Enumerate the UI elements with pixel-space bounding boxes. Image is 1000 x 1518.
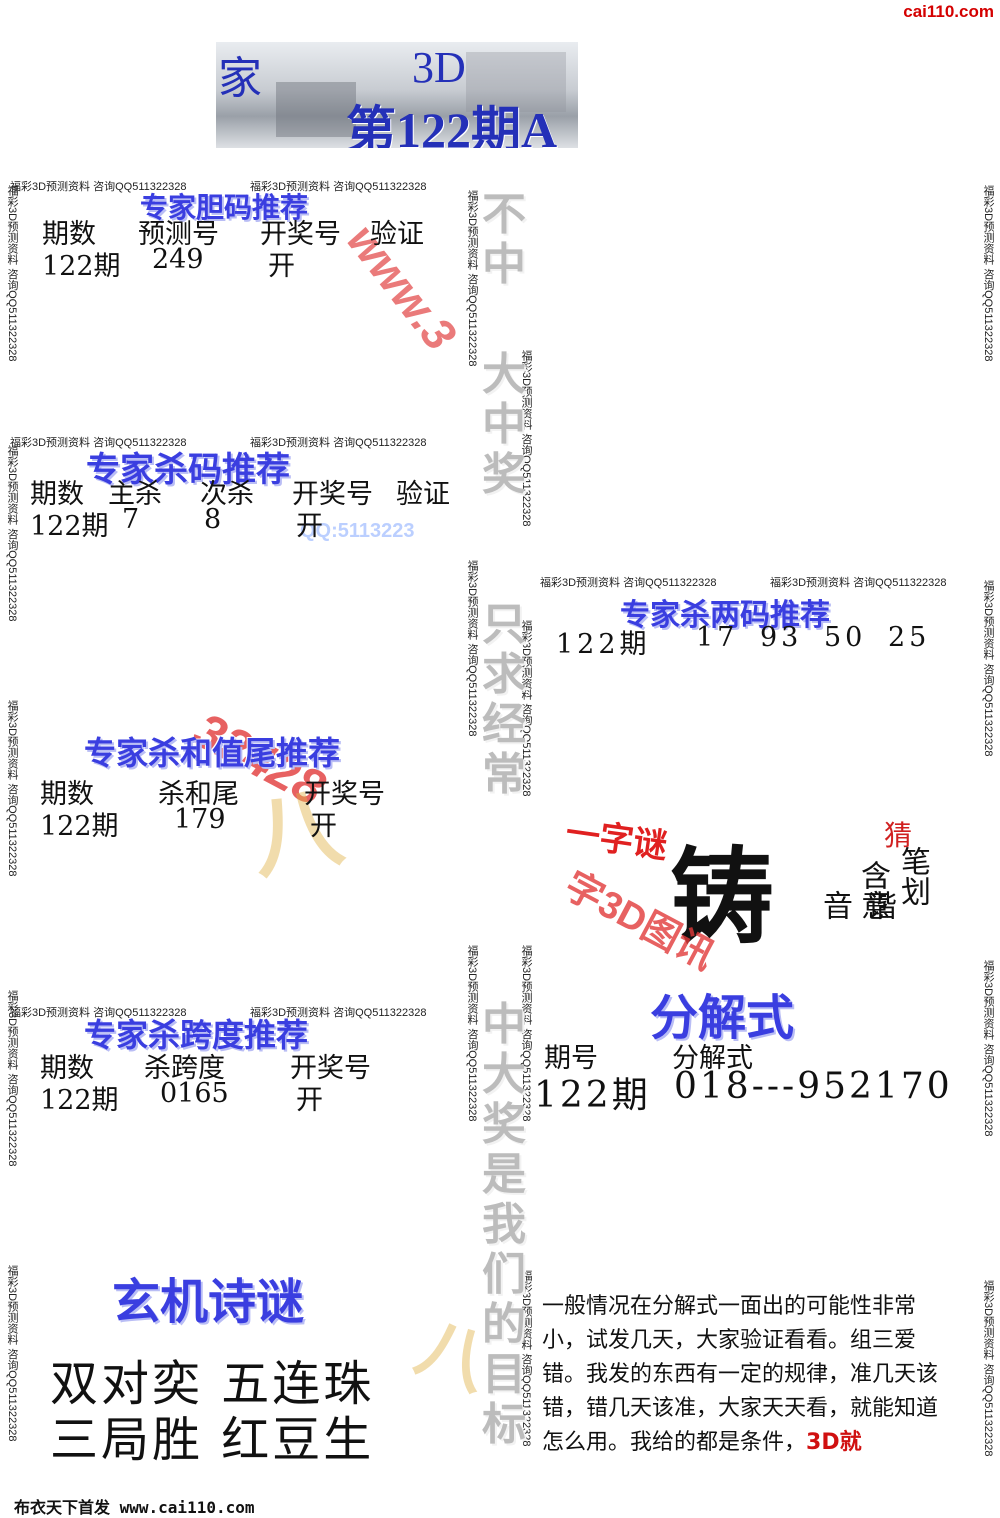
border-strip-left: 福彩3D预测资料 咨询QQ511322328 [6, 990, 18, 1167]
table-header-cell: 验证 [396, 479, 450, 510]
border-strip-left: 福彩3D预测资料 咨询QQ511322328 [6, 700, 18, 877]
table-cell: 开 [296, 511, 323, 542]
table-header-cell: 期数 [30, 479, 84, 510]
border-strip-middle: 福彩3D预测资料 咨询QQ511322328 [466, 945, 478, 1122]
border-strip-middle: 福彩3D预测资料 咨询QQ511322328 [520, 620, 532, 797]
table-header-cell: 分解式 [672, 1043, 753, 1074]
border-strip-middle: 福彩3D预测资料 咨询QQ511322328 [466, 560, 478, 737]
header-banner: 家 3D 第122期A版 [216, 42, 578, 148]
border-strip-top: 福彩3D预测资料 咨询QQ511322328 [250, 437, 427, 449]
riddle-hint-meaning: 含意 [855, 860, 890, 920]
table-header-cell: 次杀 [200, 479, 254, 510]
border-strip-middle: 福彩3D预测资料 咨询QQ511322328 [466, 190, 478, 367]
border-strip-right: 福彩3D预测资料 咨询QQ511322328 [982, 580, 994, 757]
table-cell: 开 [310, 811, 337, 842]
watermark-qq: QQ:5113223 [300, 520, 415, 542]
section-title-kill-two: 专家杀两码推荐 [620, 598, 830, 633]
border-strip-left: 福彩3D预测资料 咨询QQ511322328 [6, 1265, 18, 1442]
table-header-cell: 开奖号 [290, 1053, 371, 1084]
table-header-cell: 验证 [370, 219, 424, 250]
poem-line: 双对奕 五连珠 [50, 1356, 375, 1412]
border-strip-top: 福彩3D预测资料 咨询QQ511322328 [10, 437, 187, 449]
table-cell: 249 [152, 244, 204, 275]
border-strip-left: 福彩3D预测资料 咨询QQ511322328 [6, 185, 18, 362]
table-cell: 开 [296, 1085, 323, 1116]
banner-photo-shape [276, 82, 356, 137]
table-header-cell: 预测号 [138, 219, 219, 250]
table-header-cell: 期数 [42, 219, 96, 250]
table-header-cell: 期号 [544, 1043, 598, 1074]
table-cell: 8 [204, 504, 222, 535]
table-cell: 开 [268, 251, 295, 282]
table-header-cell: 杀和尾 [158, 779, 239, 810]
banner-product: 3D [412, 43, 466, 92]
kill-two-issue: 122期 [556, 629, 651, 660]
site-logo[interactable]: cai110.com [903, 2, 994, 21]
slogan-part: 不中 [482, 189, 526, 290]
section-title-decomposition: 分解式 [650, 990, 795, 1046]
border-strip-right: 福彩3D预测资料 咨询QQ511322328 [982, 960, 994, 1137]
table-header-cell: 期数 [40, 779, 94, 810]
note-text: 一般情况在分解式一面出的可能性非常小，试发几天，大家验证看看。组三爱错。我发的东… [542, 1290, 952, 1460]
table-header-cell: 主杀 [108, 479, 162, 510]
riddle-hint-homophone: 谐音 [817, 890, 896, 920]
slogan-part: 大中奖 [482, 349, 526, 500]
note-body: 一般情况在分解式一面出的可能性非常小，试发几天，大家验证看看。组三爱错。我发的东… [542, 1294, 939, 1455]
border-strip-top: 福彩3D预测资料 咨询QQ511322328 [250, 181, 427, 193]
table-header-cell: 杀跨度 [144, 1053, 225, 1084]
section-title-kill-sum: 专家杀和值尾推荐 [84, 734, 341, 772]
decomposition-value: 018---952170 [674, 1066, 953, 1107]
poem-line: 三局胜 红豆生 [50, 1412, 375, 1468]
border-strip-top: 福彩3D预测资料 咨询QQ511322328 [10, 181, 187, 193]
slogan-part: 只求经常 [482, 599, 526, 800]
border-strip-right: 福彩3D预测资料 咨询QQ511322328 [982, 1280, 994, 1457]
border-strip-right: 福彩3D预测资料 咨询QQ511322328 [982, 185, 994, 362]
kill-two-code: 50 [824, 622, 867, 653]
riddle-hint-strokes: 笔划 [895, 846, 930, 906]
table-header-cell: 期数 [40, 1053, 94, 1084]
riddle-character: 铸 [670, 835, 775, 958]
border-strip-top: 福彩3D预测资料 咨询QQ511322328 [770, 577, 947, 589]
riddle-hint-guess: 猜 [884, 819, 913, 852]
note-tail: 3D就 [806, 1430, 862, 1455]
kill-two-code: 17 [696, 622, 739, 653]
border-strip-top: 福彩3D预测资料 咨询QQ511322328 [10, 1007, 187, 1019]
border-strip-left: 福彩3D预测资料 咨询QQ511322328 [6, 445, 18, 622]
table-cell: 122期 [42, 251, 121, 282]
border-strip-middle: 福彩3D预测资料 咨询QQ511322328 [520, 350, 532, 527]
table-cell: 179 [174, 804, 226, 835]
border-strip-top: 福彩3D预测资料 咨询QQ511322328 [540, 577, 717, 589]
table-header-cell: 开奖号 [260, 219, 341, 250]
banner-brand: 家 [218, 54, 262, 103]
banner-issue-title: 第122期A版 [346, 102, 558, 148]
kill-two-code: 25 [888, 622, 931, 653]
table-header-cell: 开奖号 [304, 779, 385, 810]
section-title-poem: 玄机诗谜 [112, 1274, 305, 1330]
section-title-kill-code: 专家杀码推荐 [86, 450, 290, 490]
table-header-cell: 开奖号 [292, 479, 373, 510]
border-strip-top: 福彩3D预测资料 咨询QQ511322328 [250, 1007, 427, 1019]
table-cell: 122期 [40, 811, 119, 842]
table-cell: 122期 [30, 511, 109, 542]
table-cell: 122期 [40, 1085, 119, 1116]
table-cell: 0165 [160, 1078, 229, 1109]
slogan-part: 中大奖是我们的目标 [482, 999, 526, 1450]
footer-credit: 布衣天下首发 www.cai110.com [14, 1498, 255, 1517]
border-strip-middle: 福彩3D预测资料 咨询QQ511322328 [520, 1270, 532, 1447]
table-cell: 7 [122, 504, 140, 535]
banner-photo-shape [466, 52, 566, 112]
border-strip-middle: 福彩3D预测资料 咨询QQ511322328 [520, 945, 532, 1122]
section-title-bold-codes: 专家胆码推荐 [140, 191, 309, 224]
section-title-kill-span: 专家杀跨度推荐 [84, 1016, 309, 1054]
decomposition-issue: 122期 [534, 1075, 651, 1116]
kill-two-code: 93 [760, 622, 803, 653]
